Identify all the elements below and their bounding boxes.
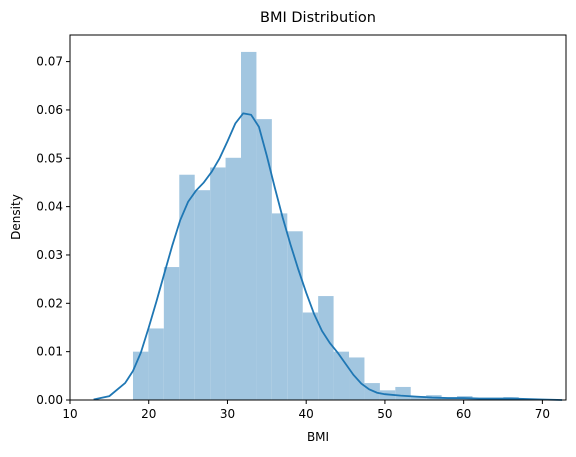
histogram-bar xyxy=(225,157,241,400)
y-tick-label: 0.04 xyxy=(36,200,63,214)
kde-line xyxy=(93,112,563,401)
histogram-bar xyxy=(256,119,272,401)
x-tick-label: 40 xyxy=(299,407,314,421)
y-axis-label: Density xyxy=(9,194,23,240)
histogram-bar xyxy=(302,312,319,400)
histogram-bar xyxy=(210,167,226,400)
chart-title: BMI Distribution xyxy=(260,10,376,26)
histogram-bar xyxy=(395,386,411,400)
x-tick-label: 70 xyxy=(535,407,550,421)
axes-frame xyxy=(69,34,567,401)
histogram-bar xyxy=(318,296,334,400)
histogram-bar xyxy=(194,190,211,400)
x-tick-label: 60 xyxy=(456,407,471,421)
histogram-bar xyxy=(271,213,288,400)
y-tick-label: 0.03 xyxy=(36,248,63,262)
y-tick-label: 0.06 xyxy=(36,103,63,117)
histogram-bar xyxy=(148,328,164,400)
histogram-bar xyxy=(410,396,427,400)
x-tick-label: 20 xyxy=(141,407,156,421)
x-axis-ticks: 10 20 30 40 50 60 70 xyxy=(62,400,550,421)
x-axis-label: BMI xyxy=(307,430,329,444)
y-tick-label: 0.02 xyxy=(36,296,63,310)
y-axis-ticks: 0.00 0.01 0.02 0.03 0.04 0.05 0.06 0.07 xyxy=(36,55,70,407)
y-tick-label: 0.07 xyxy=(36,55,63,69)
histogram-bar xyxy=(163,267,180,400)
histogram-bar xyxy=(179,174,195,400)
histogram-bar xyxy=(241,51,257,401)
histogram-bar xyxy=(441,398,458,400)
histogram-bar xyxy=(132,351,149,400)
y-tick-label: 0.05 xyxy=(36,151,63,165)
x-tick-label: 10 xyxy=(62,407,77,421)
x-tick-label: 30 xyxy=(220,407,235,421)
y-tick-label: 0.01 xyxy=(36,345,63,359)
x-tick-label: 50 xyxy=(377,407,392,421)
y-tick-label: 0.00 xyxy=(36,393,63,407)
